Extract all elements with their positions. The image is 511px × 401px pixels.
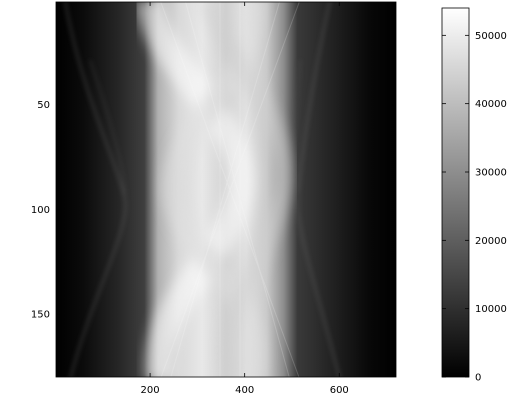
colorbar-tick-label: 50000 xyxy=(475,31,507,42)
sinusoid-ribbon xyxy=(200,2,294,377)
colorbar-tick-label: 30000 xyxy=(475,168,507,179)
y-tick-label: 50 xyxy=(37,100,50,111)
colorbar-tick-label: 0 xyxy=(475,373,481,384)
x-tick-label: 200 xyxy=(141,385,160,396)
plot-area xyxy=(55,1,397,378)
outer-sinusoid-right xyxy=(295,59,301,199)
colorbar-frame xyxy=(441,7,470,378)
colorbar: 0 10000 20000 30000 40000 50000 xyxy=(441,7,507,384)
plot-frame xyxy=(55,1,397,378)
sinusoid-ribbon xyxy=(136,2,255,377)
crossing-line xyxy=(185,2,290,377)
crossing-line xyxy=(170,2,280,377)
y-axis-ticks: 50 100 150 xyxy=(31,100,396,321)
crossing-line xyxy=(160,2,300,377)
x-axis-ticks: 200 400 600 xyxy=(141,2,349,396)
colorbar-tick-label: 40000 xyxy=(475,99,507,110)
colorbar-tick-label: 10000 xyxy=(475,304,507,315)
colorbar-ticks: 0 10000 20000 30000 40000 50000 xyxy=(442,31,507,384)
x-tick-label: 600 xyxy=(330,385,349,396)
colorbar-tick-label: 20000 xyxy=(475,236,507,247)
crossing-line xyxy=(160,2,300,377)
y-tick-label: 150 xyxy=(31,310,50,321)
outer-sinusoid-left xyxy=(64,2,127,377)
outer-sinusoid-right xyxy=(296,2,341,377)
colorbar-gradient xyxy=(442,8,469,377)
outer-sinusoid-left xyxy=(89,59,126,199)
x-tick-label: 400 xyxy=(235,385,254,396)
y-tick-label: 100 xyxy=(31,205,50,216)
